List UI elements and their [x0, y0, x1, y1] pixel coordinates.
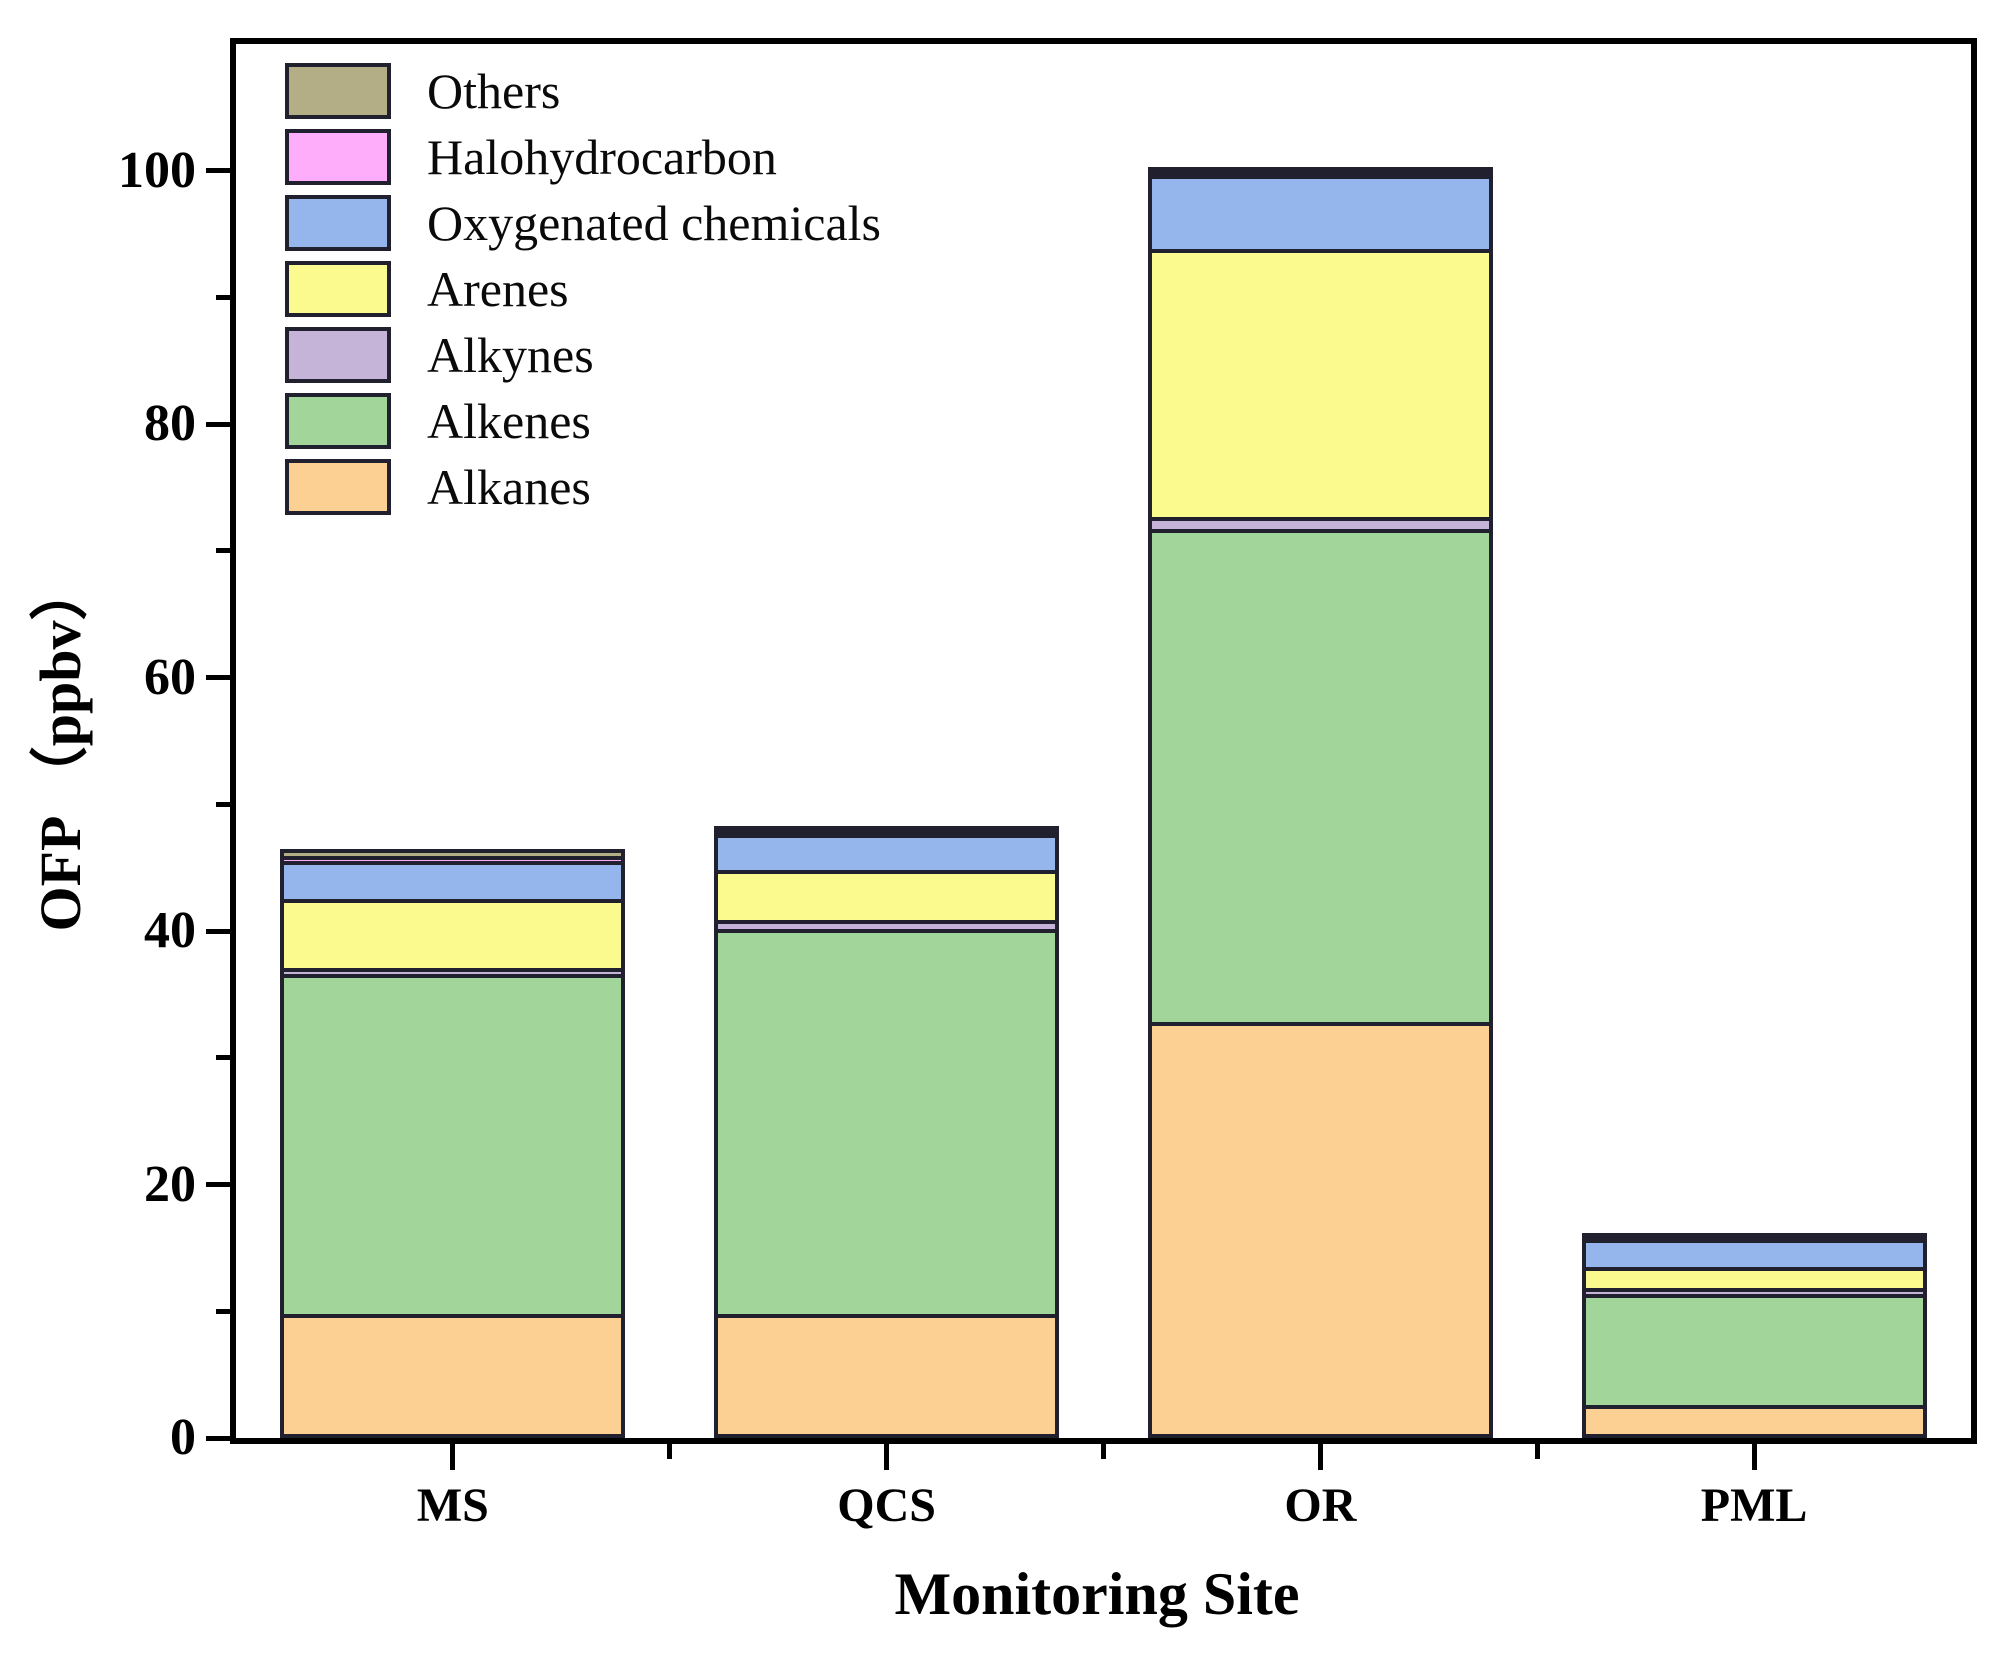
y-tick-label: 40 — [144, 902, 196, 960]
y-axis-minor-tick — [216, 1055, 230, 1061]
bar-segment-MS-oxygenated-chemicals — [280, 861, 625, 904]
bar-segment-OR-oxygenated-chemicals — [1148, 174, 1493, 254]
plot-inner — [236, 44, 1971, 1438]
legend-swatch — [285, 261, 391, 317]
y-tick-label: 80 — [144, 395, 196, 453]
x-axis-minor-tick — [1101, 1444, 1106, 1459]
y-axis-major-tick — [206, 1435, 230, 1441]
legend-swatch — [285, 459, 391, 515]
y-axis-major-tick — [206, 675, 230, 681]
legend-item-arenes: Arenes — [285, 260, 881, 318]
x-axis-minor-tick — [1534, 1444, 1540, 1459]
legend-swatch — [285, 393, 391, 449]
bar-segment-OR-arenes — [1148, 249, 1493, 521]
x-axis-major-tick — [1317, 1444, 1323, 1470]
bar-segment-MS-alkanes — [280, 1313, 625, 1438]
legend-label: Arenes — [427, 261, 569, 317]
y-axis-major-tick — [206, 168, 230, 174]
legend-label: Alkanes — [427, 459, 591, 515]
y-tick-label: 0 — [170, 1409, 196, 1466]
x-axis-major-tick — [884, 1444, 890, 1470]
legend-swatch — [285, 129, 391, 185]
legend-item-others: Others — [285, 62, 881, 120]
legend-item-halohydrocarbon: Halohydrocarbon — [285, 128, 881, 186]
bar-segment-PML-alkanes — [1582, 1405, 1927, 1438]
x-tick-label-QCS: QCS — [837, 1479, 936, 1532]
bar-segment-PML-others — [1582, 1232, 1927, 1241]
x-axis-minor-tick — [667, 1444, 673, 1459]
bar-segment-MS-arenes — [280, 899, 625, 972]
legend-swatch — [285, 327, 391, 383]
y-axis-title: OFP （ppbv） — [28, 562, 93, 932]
x-axis-major-tick — [1751, 1444, 1757, 1470]
bar-segment-PML-alkenes — [1582, 1293, 1927, 1410]
bar-segment-OR-alkanes — [1148, 1022, 1493, 1438]
legend-swatch — [285, 195, 391, 251]
legend-label: Oxygenated chemicals — [427, 195, 881, 251]
bar-segment-QCS-others — [714, 825, 1059, 834]
bar-segment-QCS-alkanes — [714, 1313, 1059, 1438]
legend: Others Halohydrocarbon Oxygenated chemical… — [285, 62, 881, 524]
legend-item-oxygenated-chemicals: Oxygenated chemicals — [285, 194, 881, 252]
legend-label: Halohydrocarbon — [427, 129, 777, 185]
x-tick-label-PML: PML — [1700, 1479, 1808, 1532]
y-tick-label: 100 — [118, 141, 196, 199]
legend-item-alkynes: Alkynes — [285, 326, 881, 384]
legend-item-alkanes: Alkanes — [285, 458, 881, 516]
x-tick-label-OR: OR — [1284, 1479, 1357, 1532]
plot-area — [230, 38, 1977, 1444]
y-axis-minor-tick — [216, 1308, 230, 1314]
y-axis-minor-tick — [216, 801, 230, 807]
legend-item-alkenes: Alkenes — [285, 392, 881, 450]
legend-label: Alkenes — [427, 393, 591, 449]
bar-segment-QCS-alkenes — [714, 928, 1059, 1318]
bar-segment-OR-alkenes — [1148, 529, 1493, 1027]
legend-swatch — [285, 63, 391, 119]
y-tick-label: 20 — [144, 1155, 196, 1213]
y-axis-major-tick — [206, 1182, 230, 1188]
bar-segment-MS-alkenes — [280, 974, 625, 1318]
bar-segment-MS-others — [280, 848, 625, 861]
y-axis-minor-tick — [216, 294, 230, 300]
y-tick-label: 60 — [144, 648, 196, 706]
legend-label: Alkynes — [427, 327, 594, 383]
x-tick-label-MS: MS — [416, 1479, 489, 1532]
legend-label: Others — [427, 63, 561, 119]
x-axis-title: Monitoring Site — [894, 1561, 1300, 1627]
bar-segment-QCS-arenes — [714, 870, 1059, 924]
y-axis-minor-tick — [216, 548, 230, 554]
y-axis-major-tick — [206, 421, 230, 427]
x-axis-major-tick — [450, 1444, 456, 1470]
bar-segment-OR-others — [1148, 166, 1493, 175]
bar-segment-QCS-oxygenated-chemicals — [714, 833, 1059, 875]
y-axis-major-tick — [206, 928, 230, 934]
